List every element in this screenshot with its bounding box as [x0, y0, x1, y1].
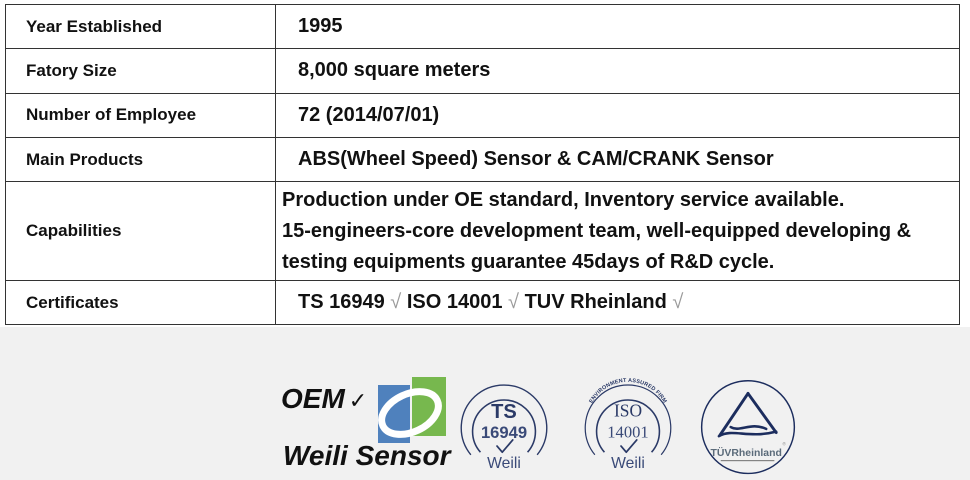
svg-text:TS: TS: [491, 401, 517, 423]
svg-text:ISO: ISO: [614, 400, 642, 420]
svg-text:Weili: Weili: [487, 455, 521, 472]
svg-text:Weili: Weili: [611, 455, 645, 472]
svg-text:TÜVRheinland: TÜVRheinland: [711, 446, 782, 459]
svg-text:®: ®: [783, 440, 787, 446]
svg-text:14001: 14001: [607, 422, 648, 441]
svg-text:16949: 16949: [481, 423, 527, 442]
